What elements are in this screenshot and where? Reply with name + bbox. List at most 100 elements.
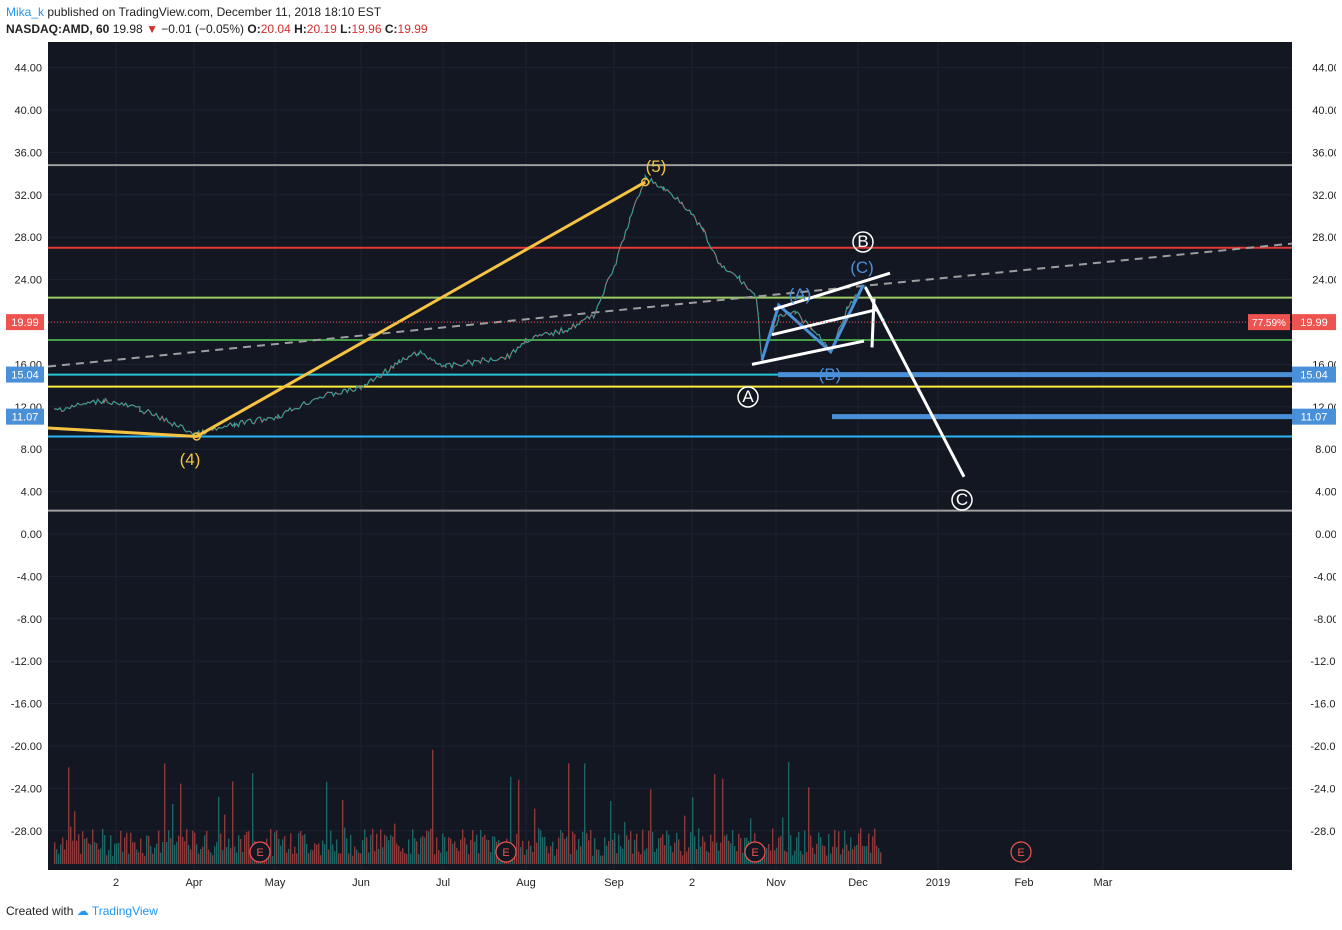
volume-bar xyxy=(170,838,172,864)
volume-bar xyxy=(456,847,458,864)
volume-bar xyxy=(470,839,472,864)
volume-bar xyxy=(852,849,854,864)
symbol-label: NASDAQ:AMD, 60 xyxy=(6,22,110,36)
volume-bar xyxy=(616,853,618,864)
volume-bar xyxy=(82,831,84,864)
volume-bar xyxy=(630,831,632,864)
volume-bar xyxy=(270,829,272,864)
volume-bar xyxy=(766,848,768,864)
volume-bar xyxy=(386,836,388,864)
volume-bar xyxy=(130,832,132,864)
volume-bar xyxy=(588,840,590,864)
volume-bar xyxy=(382,847,384,864)
volume-bar xyxy=(854,846,856,864)
chart-svg[interactable]: 44.00 44.00 40.00 40.00 36.00 36.00 32.00 32.00… xyxy=(6,42,1342,894)
volume-bar xyxy=(226,847,228,864)
volume-bar xyxy=(354,846,356,864)
volume-bar xyxy=(686,851,688,864)
price-badge-left-text: 11.07 xyxy=(12,412,39,424)
tradingview-link[interactable]: TradingView xyxy=(91,904,158,918)
y-tick-label-left: 24.00 xyxy=(14,275,42,287)
volume-bar xyxy=(566,836,568,864)
volume-bar xyxy=(292,853,294,864)
volume-bar xyxy=(430,828,432,864)
volume-bar xyxy=(402,848,404,864)
volume-bar xyxy=(238,835,240,864)
volume-bar xyxy=(726,834,728,864)
volume-bar xyxy=(692,797,694,864)
volume-bar xyxy=(782,817,784,864)
volume-bar xyxy=(650,789,652,864)
price-badge-right-text: 15.04 xyxy=(1300,370,1328,382)
volume-bar xyxy=(98,849,100,864)
wave-label-B: B xyxy=(857,232,868,251)
volume-bar xyxy=(426,830,428,864)
volume-bar xyxy=(870,852,872,864)
volume-bar xyxy=(484,834,486,864)
wave-label-4: (4) xyxy=(180,450,201,469)
volume-bar xyxy=(274,832,276,864)
volume-bar xyxy=(480,829,482,864)
volume-bar xyxy=(376,833,378,864)
volume-bar xyxy=(644,850,646,864)
y-tick-label-right: -28.00 xyxy=(1310,826,1336,838)
volume-bar xyxy=(628,839,630,864)
volume-bar xyxy=(522,840,524,864)
volume-bar xyxy=(812,847,814,864)
x-tick-label: Aug xyxy=(516,877,536,889)
volume-bar xyxy=(424,837,426,864)
volume-bar xyxy=(730,843,732,864)
price-badge-left xyxy=(6,366,44,383)
volume-bar xyxy=(576,849,578,864)
volume-bar xyxy=(878,848,880,864)
volume-bar xyxy=(794,850,796,864)
y-tick-label-right: 0.00 xyxy=(1315,529,1336,541)
volume-bar xyxy=(340,853,342,864)
author-link[interactable]: Mika_k xyxy=(6,5,45,19)
volume-bar xyxy=(78,834,80,864)
volume-bar xyxy=(432,749,434,864)
volume-bar xyxy=(540,830,542,864)
volume-bar xyxy=(180,783,182,864)
volume-bar xyxy=(210,852,212,864)
volume-bar xyxy=(750,818,752,864)
volume-bar xyxy=(608,840,610,864)
volume-bar xyxy=(164,763,166,864)
volume-bar xyxy=(722,778,724,864)
volume-bar xyxy=(122,851,124,864)
volume-bar xyxy=(600,855,602,864)
y-tick-label-left: 8.00 xyxy=(21,444,42,456)
volume-bar xyxy=(84,839,86,864)
volume-bar xyxy=(296,853,298,864)
volume-bar xyxy=(236,852,238,864)
volume-bar xyxy=(294,846,296,864)
earnings-marker-label: E xyxy=(256,847,263,859)
volume-bar xyxy=(156,843,158,864)
volume-bar xyxy=(474,841,476,864)
volume-bar xyxy=(120,830,122,864)
volume-bar xyxy=(780,835,782,864)
volume-bar xyxy=(574,833,576,864)
volume-bar xyxy=(74,811,76,864)
volume-bar xyxy=(806,851,808,864)
volume-bar xyxy=(414,838,416,864)
volume-bar xyxy=(704,841,706,864)
volume-bar xyxy=(580,846,582,864)
y-tick-label-left: -16.00 xyxy=(11,699,42,711)
volume-bar xyxy=(276,830,278,864)
volume-bar xyxy=(132,842,134,864)
volume-bar xyxy=(844,830,846,864)
price-chart[interactable]: 44.00 44.00 40.00 40.00 36.00 36.00 32.00 32.00… xyxy=(6,42,1342,894)
plot-area xyxy=(48,42,1292,870)
volume-bar xyxy=(168,830,170,864)
percent-badge xyxy=(1248,314,1290,331)
price-badge-left xyxy=(6,408,44,425)
volume-bar xyxy=(660,837,662,864)
volume-bar xyxy=(278,838,280,864)
volume-bar xyxy=(228,838,230,864)
volume-bar xyxy=(842,848,844,864)
x-tick-label: 2 xyxy=(113,877,119,889)
y-tick-label-right: -20.00 xyxy=(1310,741,1336,753)
volume-bar xyxy=(564,838,566,864)
volume-bar xyxy=(546,846,548,864)
